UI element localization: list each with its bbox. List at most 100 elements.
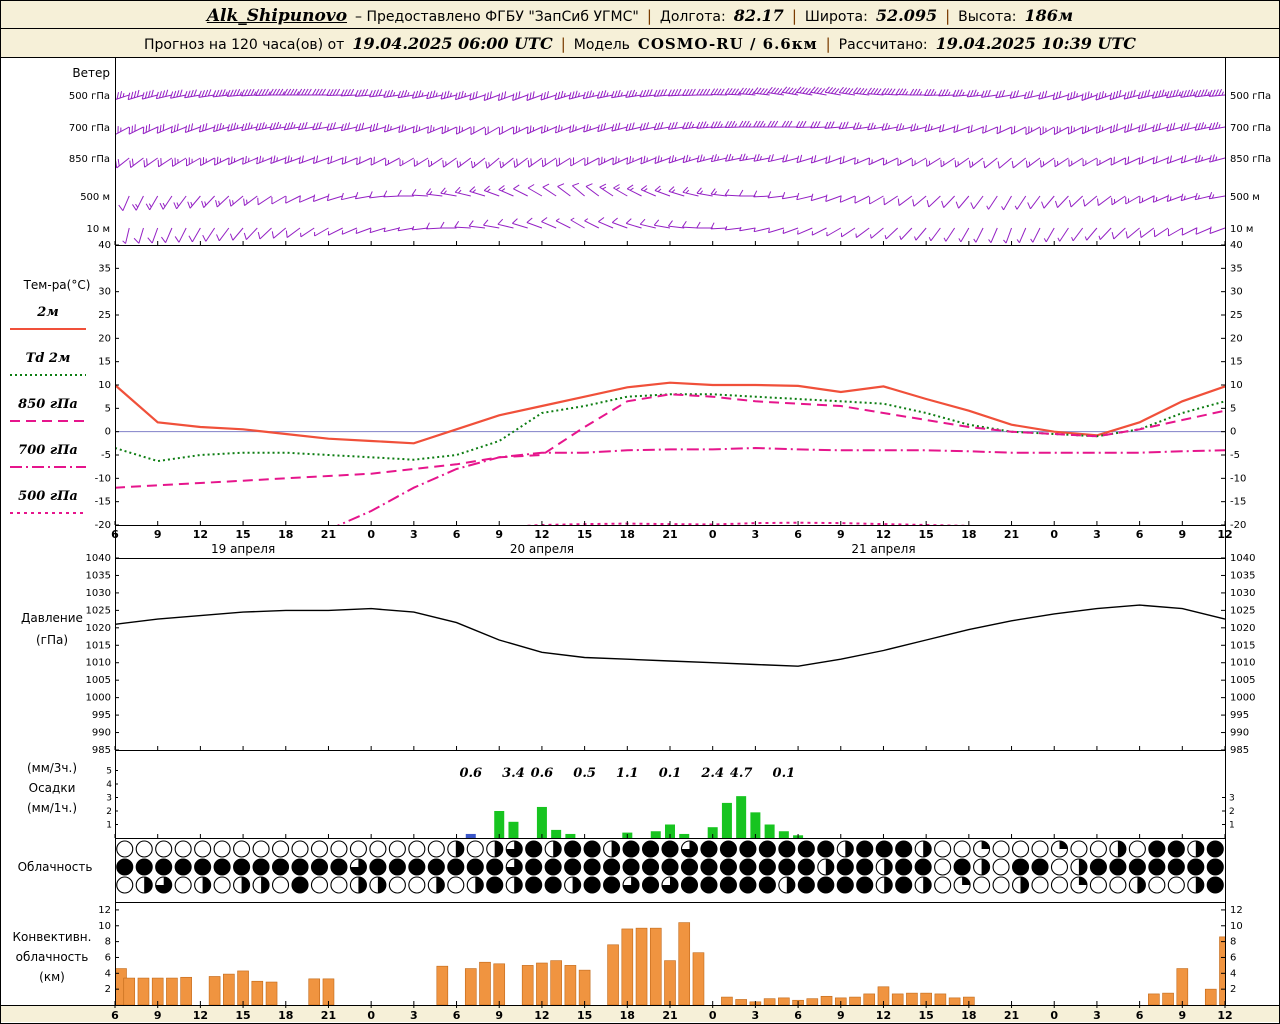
- svg-text:1000: 1000: [1230, 693, 1255, 704]
- svg-text:35: 35: [1230, 263, 1243, 274]
- svg-text:3: 3: [1229, 794, 1235, 804]
- svg-text:1020: 1020: [86, 623, 111, 634]
- svg-text:18: 18: [278, 1009, 293, 1022]
- svg-text:12: 12: [1217, 528, 1232, 541]
- svg-text:10: 10: [1230, 380, 1243, 391]
- svg-text:Td 2м: Td 2м: [26, 351, 71, 366]
- svg-text:20: 20: [98, 333, 111, 344]
- svg-text:15: 15: [235, 528, 250, 541]
- station-name: Alk_Shipunovo: [206, 6, 348, 26]
- svg-text:(мм/3ч.): (мм/3ч.): [27, 761, 77, 775]
- svg-text:Ветер: Ветер: [72, 66, 110, 80]
- svg-text:0: 0: [1050, 1009, 1058, 1022]
- svg-text:10: 10: [1230, 921, 1243, 932]
- svg-text:(мм/1ч.): (мм/1ч.): [27, 801, 77, 815]
- svg-text:9: 9: [154, 528, 162, 541]
- header-row-forecast: Прогноз на 120 часа(ов) от 19.04.2025 06…: [1, 29, 1279, 57]
- calculated-time: 19.04.2025 10:39 UTC: [935, 34, 1137, 53]
- svg-text:19 апреля: 19 апреля: [211, 542, 275, 556]
- svg-text:21: 21: [321, 1009, 336, 1022]
- svg-text:9: 9: [495, 528, 503, 541]
- svg-text:6: 6: [453, 528, 461, 541]
- svg-text:3.4: 3.4: [502, 766, 525, 781]
- svg-text:4: 4: [1230, 968, 1236, 979]
- svg-text:1: 1: [106, 821, 112, 831]
- svg-text:10 м: 10 м: [1230, 224, 1253, 235]
- svg-text:0.1: 0.1: [659, 766, 682, 781]
- svg-text:Давление: Давление: [21, 611, 83, 625]
- pressure-panel: [114, 604, 1226, 667]
- svg-text:10 м: 10 м: [87, 224, 110, 235]
- altitude-label: Высота:: [958, 9, 1017, 25]
- svg-text:18: 18: [961, 528, 976, 541]
- svg-text:9: 9: [1178, 1009, 1186, 1022]
- svg-text:облачность: облачность: [16, 950, 89, 964]
- separator: |: [945, 7, 951, 25]
- svg-text:8: 8: [105, 937, 111, 948]
- svg-text:12: 12: [98, 905, 111, 916]
- svg-text:1025: 1025: [1230, 605, 1255, 616]
- svg-text:850 гПа: 850 гПа: [69, 154, 110, 165]
- svg-text:-10: -10: [95, 473, 111, 484]
- svg-text:3: 3: [1093, 528, 1101, 541]
- svg-text:(км): (км): [39, 970, 65, 984]
- latitude-label: Широта:: [804, 9, 868, 25]
- svg-text:1010: 1010: [1230, 658, 1255, 669]
- svg-text:995: 995: [1230, 710, 1249, 721]
- svg-text:15: 15: [577, 528, 592, 541]
- svg-text:9: 9: [837, 1009, 845, 1022]
- cloudiness-panel: [116, 840, 1224, 894]
- svg-text:0: 0: [105, 427, 111, 438]
- svg-text:21: 21: [662, 528, 677, 541]
- svg-text:3: 3: [752, 528, 760, 541]
- convective-panel: [115, 922, 1231, 1006]
- panel-titles: Ветер 500 гПа 500 гПа 700 гПа 700 гПа 850 гПа…: [13, 66, 1272, 984]
- svg-text:21 апреля: 21 апреля: [851, 542, 915, 556]
- svg-text:6: 6: [1230, 952, 1236, 963]
- svg-text:6: 6: [794, 1009, 802, 1022]
- svg-text:21: 21: [321, 528, 336, 541]
- svg-text:0.1: 0.1: [773, 766, 796, 781]
- axes: 6699121215151818212100336699121215151818…: [86, 240, 1256, 1022]
- separator: |: [825, 35, 831, 53]
- svg-text:6: 6: [453, 1009, 461, 1022]
- svg-text:6: 6: [794, 528, 802, 541]
- svg-text:0: 0: [1230, 427, 1236, 438]
- svg-text:15: 15: [918, 1009, 933, 1022]
- header: Alk_Shipunovo – Предоставлено ФГБУ "ЗапС…: [1, 1, 1279, 58]
- header-row-station: Alk_Shipunovo – Предоставлено ФГБУ "ЗапС…: [1, 1, 1279, 29]
- svg-text:-15: -15: [1230, 497, 1246, 508]
- svg-text:500 м: 500 м: [80, 192, 110, 203]
- separator: |: [791, 7, 797, 25]
- svg-text:6: 6: [1136, 528, 1144, 541]
- svg-text:6: 6: [1136, 1009, 1144, 1022]
- svg-text:21: 21: [1004, 528, 1019, 541]
- svg-text:2: 2: [106, 807, 112, 817]
- svg-text:18: 18: [961, 1009, 976, 1022]
- svg-text:3: 3: [410, 1009, 418, 1022]
- svg-text:2: 2: [105, 984, 111, 995]
- svg-text:700 гПа: 700 гПа: [69, 123, 110, 134]
- svg-text:5: 5: [105, 403, 111, 414]
- svg-text:1040: 1040: [86, 553, 111, 564]
- svg-text:500 гПа: 500 гПа: [1230, 91, 1271, 102]
- svg-text:1040: 1040: [1230, 553, 1255, 564]
- svg-text:30: 30: [98, 287, 111, 298]
- svg-text:12: 12: [876, 1009, 891, 1022]
- svg-text:850 гПа: 850 гПа: [18, 397, 78, 412]
- svg-text:10: 10: [98, 380, 111, 391]
- svg-text:6: 6: [111, 528, 119, 541]
- svg-text:Конвективн.: Конвективн.: [13, 930, 92, 944]
- margin-masks: [1, 36, 1279, 1005]
- svg-text:-5: -5: [1230, 450, 1240, 461]
- svg-text:3: 3: [410, 528, 418, 541]
- svg-text:2: 2: [1229, 807, 1235, 817]
- svg-text:-15: -15: [95, 497, 111, 508]
- svg-text:2м: 2м: [36, 305, 58, 320]
- svg-text:500 м: 500 м: [1230, 192, 1260, 203]
- svg-text:4: 4: [106, 780, 112, 790]
- model-label: Модель: [573, 37, 630, 53]
- svg-text:0.5: 0.5: [573, 766, 596, 781]
- svg-text:500 гПа: 500 гПа: [69, 91, 110, 102]
- svg-text:850 гПа: 850 гПа: [1230, 154, 1271, 165]
